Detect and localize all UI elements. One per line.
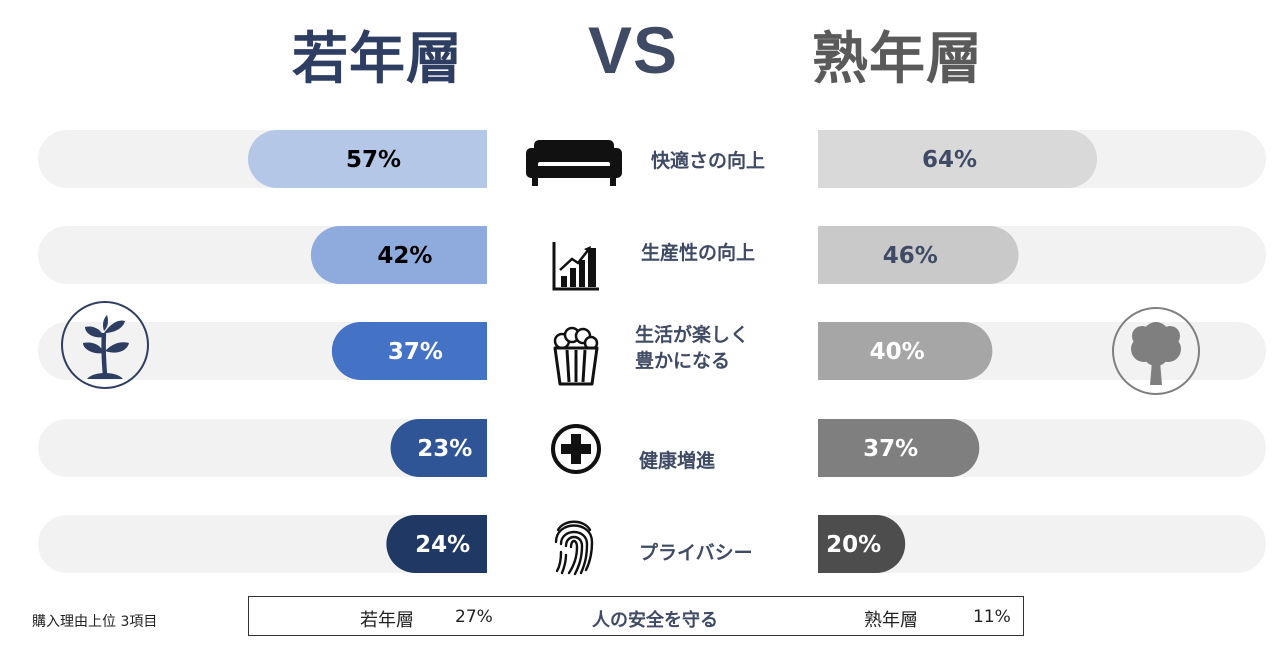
bar-mature [818,515,906,573]
young-emblem [61,301,149,389]
value-label-mature: 46% [883,243,938,269]
growth-chart-icon [552,242,599,291]
safety-mature-value: 11% [973,607,1011,627]
bar-young [248,130,487,188]
safety-summary-box: 若年層 27% 人の安全を守る 熟年層 11% [248,596,1024,636]
sprout-icon [83,315,129,379]
mature-emblem [1112,307,1200,395]
fingerprint-icon [554,520,594,576]
value-label-young: 24% [415,532,470,558]
safety-young-label: 若年層 [360,610,414,631]
bar-mature [818,419,980,477]
bar-young [390,419,487,477]
bar-young [386,515,487,573]
value-label-mature: 64% [922,147,977,173]
bar-mature [818,226,1019,284]
popcorn-icon [553,326,599,386]
category-label-productivity: 生産性の向上 [641,242,756,264]
sofa-icon [526,140,622,186]
track-young [38,515,487,573]
tree-icon [1131,322,1181,385]
bar-mature [818,130,1097,188]
track-young [38,419,487,477]
value-label-mature: 20% [826,532,881,558]
title-vs: VS [588,13,679,87]
safety-topic: 人の安全を守る [592,610,718,631]
value-label-mature: 40% [870,339,925,365]
value-label-young: 42% [377,243,432,269]
track-mature [818,515,1266,573]
footnote: 購入理由上位 3項目 [32,614,158,630]
safety-young-value: 27% [455,607,493,627]
value-label-young: 23% [417,436,472,462]
value-label-mature: 37% [863,436,918,462]
value-label-young: 57% [346,147,401,173]
category-label-enjoyment: 生活が楽しく 豊かになる [635,324,750,372]
safety-mature-label: 熟年層 [864,610,918,631]
bar-mature [818,322,993,380]
title-young: 若年層 [292,27,463,92]
title-mature: 熟年層 [812,27,983,92]
value-label-young: 37% [388,339,443,365]
medical-cross-icon [551,424,601,474]
category-label-comfort: 快適さの向上 [651,150,766,172]
category-label-privacy: プライバシー [639,542,753,564]
category-label-health: 健康増進 [639,450,716,472]
bar-young [310,226,487,284]
bar-young [331,322,487,380]
